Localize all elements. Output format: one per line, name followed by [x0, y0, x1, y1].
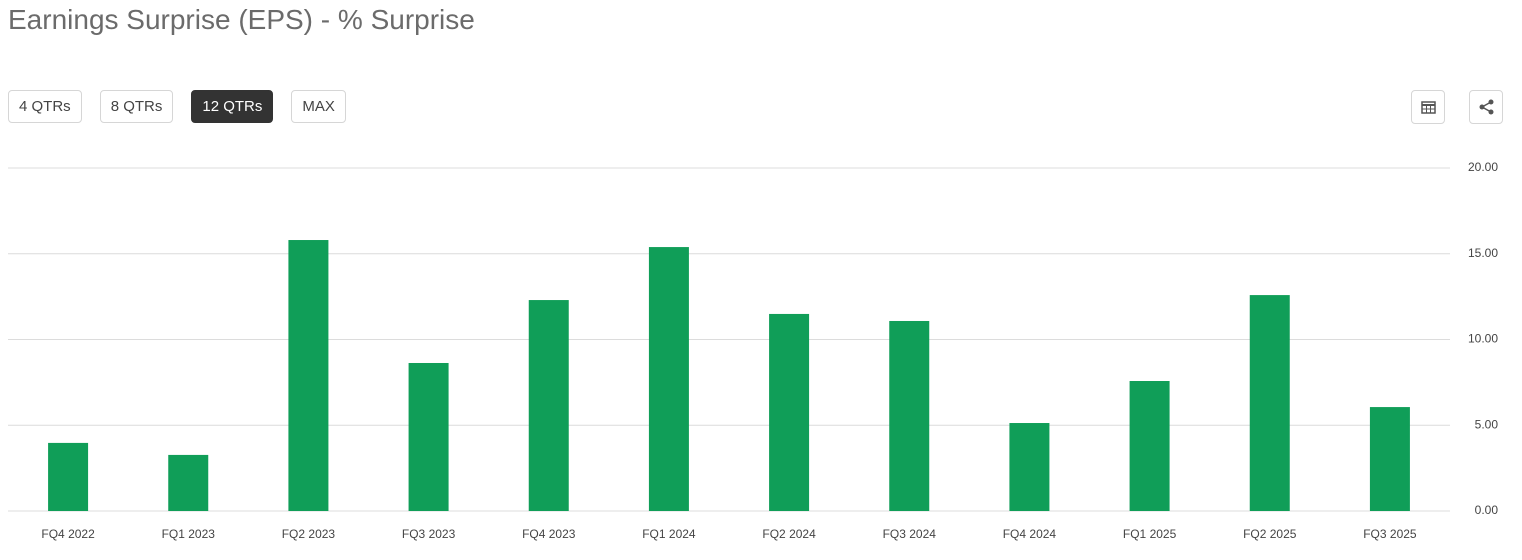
- bar: [288, 240, 329, 511]
- share-button[interactable]: [1469, 90, 1503, 124]
- y-tick-label: 15.00: [1468, 246, 1498, 260]
- bar: [648, 247, 689, 511]
- range-button[interactable]: MAX: [291, 90, 346, 123]
- bar: [168, 454, 209, 511]
- table-button[interactable]: [1411, 90, 1445, 124]
- y-tick-label: 0.00: [1475, 503, 1499, 517]
- range-button[interactable]: 12 QTRs: [191, 90, 274, 123]
- chart: 0.00 5.00 10.00 15.00 20.00 FQ4 2022 FQ1 2023 F…: [8, 160, 1499, 541]
- range-button[interactable]: 8 QTRs: [99, 90, 174, 123]
- bar: [769, 313, 810, 511]
- range-button[interactable]: 4 QTRs: [8, 90, 82, 123]
- y-tick-label: 20.00: [1468, 160, 1498, 174]
- bar: [1249, 295, 1290, 511]
- share-icon: [1479, 99, 1494, 115]
- bar: [408, 362, 449, 511]
- x-tick-label: FQ3 2023: [402, 527, 456, 541]
- chart-title: Earnings Surprise (EPS) - % Surprise: [8, 4, 475, 35]
- x-tick-label: FQ3 2024: [883, 527, 937, 541]
- bar: [1129, 381, 1170, 511]
- x-tick-label: FQ1 2024: [642, 527, 696, 541]
- x-tick-label: FQ4 2024: [1003, 527, 1057, 541]
- range-buttons: 4 QTRs 8 QTRs 12 QTRs MAX: [8, 90, 364, 123]
- x-tick-label: FQ2 2025: [1243, 527, 1297, 541]
- y-tick-label: 10.00: [1468, 332, 1498, 346]
- x-tick-label: FQ2 2024: [762, 527, 816, 541]
- x-tick-label: FQ4 2023: [522, 527, 576, 541]
- x-tick-label: FQ1 2023: [162, 527, 216, 541]
- bar: [1369, 407, 1410, 511]
- bar: [48, 442, 89, 511]
- x-tick-label: FQ3 2025: [1363, 527, 1417, 541]
- bar: [889, 320, 930, 511]
- x-tick-label: FQ2 2023: [282, 527, 336, 541]
- x-tick-label: FQ4 2022: [41, 527, 95, 541]
- bar: [528, 300, 569, 511]
- table-icon: [1421, 101, 1436, 114]
- bar: [1009, 423, 1050, 511]
- x-tick-label: FQ1 2025: [1123, 527, 1177, 541]
- y-tick-label: 5.00: [1475, 417, 1499, 431]
